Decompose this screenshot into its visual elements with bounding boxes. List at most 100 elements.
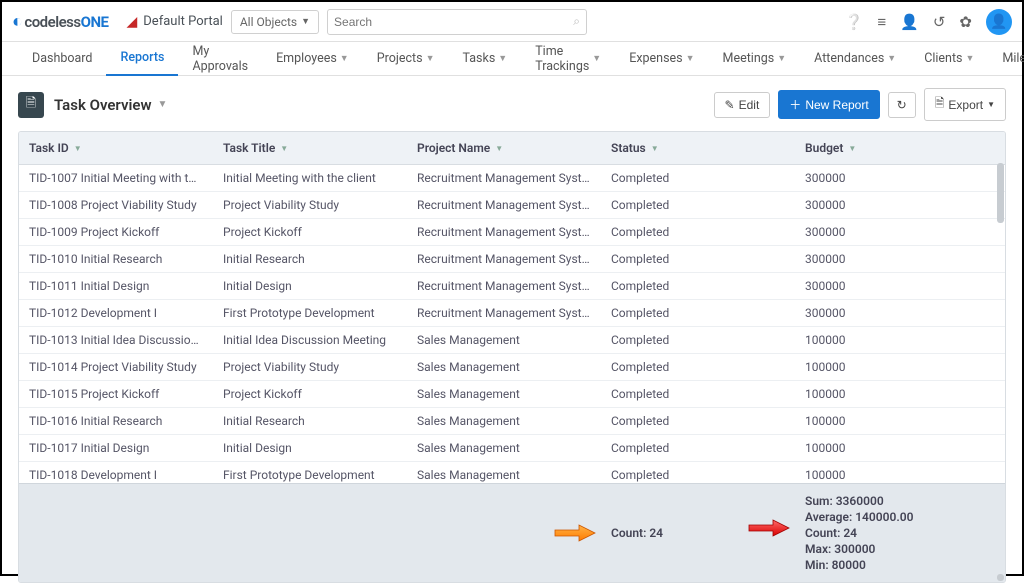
nav-attendances[interactable]: Attendances▼ (800, 42, 910, 76)
arrow-orange-icon (553, 523, 597, 543)
plus-icon: ＋ (789, 96, 801, 113)
export-button[interactable]: 🗎Export▼ (924, 88, 1006, 121)
sort-icon[interactable]: ▼ (651, 144, 659, 153)
td-status: Completed (601, 165, 795, 191)
td-id: TID-1016 Initial Research (19, 408, 213, 434)
pencil-icon: ✎ (725, 98, 735, 112)
table-row[interactable]: TID-1018 Development IFirst Prototype De… (19, 462, 1005, 483)
help-icon[interactable]: ❔ (845, 13, 864, 31)
table-row[interactable]: TID-1017 Initial DesignInitial DesignSal… (19, 435, 1005, 462)
td-budget: 300000 (795, 165, 1005, 191)
nav-label: Time Trackings (535, 44, 589, 74)
refresh-button[interactable]: ↻ (888, 92, 916, 118)
table-body: TID-1007 Initial Meeting with the client… (19, 165, 1005, 483)
th-label: Project Name (417, 141, 490, 155)
td-title: Initial Research (213, 246, 407, 272)
edit-label: Edit (739, 98, 760, 112)
nav-label: Tasks (462, 51, 495, 66)
stat-sum: Sum: 3360000 (805, 494, 995, 508)
td-status: Completed (601, 219, 795, 245)
td-budget: 300000 (795, 246, 1005, 272)
nav-my-approvals[interactable]: My Approvals (178, 42, 262, 76)
table-row[interactable]: TID-1008 Project Viability StudyProject … (19, 192, 1005, 219)
td-title: First Prototype Development (213, 462, 407, 483)
td-budget: 100000 (795, 327, 1005, 353)
scrollbar-thumb[interactable] (997, 163, 1004, 223)
table-row[interactable]: TID-1015 Project KickoffProject KickoffS… (19, 381, 1005, 408)
nav-meetings[interactable]: Meetings▼ (709, 42, 801, 76)
th-budget[interactable]: Budget▼ (795, 132, 1005, 164)
nav-milestones[interactable]: Milestones▼ (988, 42, 1024, 76)
caret-down-icon: ▼ (301, 16, 310, 27)
sort-icon[interactable]: ▼ (280, 144, 288, 153)
caret-down-icon: ▼ (426, 53, 435, 64)
table-row[interactable]: TID-1012 Development IFirst Prototype De… (19, 300, 1005, 327)
objects-dropdown[interactable]: All Objects ▼ (231, 10, 319, 34)
th-status[interactable]: Status ▼ (601, 132, 795, 164)
settings-icon[interactable]: ✿ (959, 13, 972, 31)
page-title-text: Task Overview (54, 96, 152, 114)
new-report-button[interactable]: ＋New Report (778, 90, 879, 119)
table-row[interactable]: TID-1007 Initial Meeting with the client… (19, 165, 1005, 192)
nav-time-trackings[interactable]: Time Trackings▼ (521, 42, 615, 76)
table-row[interactable]: TID-1016 Initial ResearchInitial Researc… (19, 408, 1005, 435)
td-budget: 100000 (795, 354, 1005, 380)
table-row[interactable]: TID-1013 Initial Idea Discussion Meet...… (19, 327, 1005, 354)
th-task-id[interactable]: Task ID▼ (19, 132, 213, 164)
portal-label: Default Portal (143, 14, 223, 29)
table: Task ID▼ Task Title▼ Project Name ▼ Statu… (18, 131, 1006, 583)
td-title: Initial Design (213, 273, 407, 299)
tf-budget: Sum: 3360000 Average: 140000.00 Count: 2… (795, 484, 1005, 582)
td-title: First Prototype Development (213, 300, 407, 326)
nav-employees[interactable]: Employees▼ (262, 42, 363, 76)
th-label: Status (611, 141, 646, 155)
table-row[interactable]: TID-1010 Initial ResearchInitial Researc… (19, 246, 1005, 273)
user-add-icon[interactable]: 👤 (900, 13, 919, 31)
page-title-caret-icon[interactable]: ▼ (158, 99, 168, 110)
nav-tasks[interactable]: Tasks▼ (448, 42, 521, 76)
nav-label: Dashboard (32, 51, 92, 66)
td-project: Recruitment Management System (407, 192, 601, 218)
td-project: Sales Management (407, 435, 601, 461)
edit-button[interactable]: ✎ Edit (714, 92, 771, 118)
nav-clients[interactable]: Clients▼ (910, 42, 988, 76)
td-title: Initial Meeting with the client (213, 165, 407, 191)
sort-icon[interactable]: ▼ (848, 144, 856, 153)
database-icon[interactable]: ≡ (877, 13, 886, 31)
table-row[interactable]: TID-1009 Project KickoffProject KickoffR… (19, 219, 1005, 246)
td-project: Recruitment Management System (407, 219, 601, 245)
search-input[interactable] (334, 15, 573, 29)
stat-min: Min: 80000 (805, 558, 995, 572)
nav-scroll-right-icon[interactable]: › (1010, 52, 1014, 66)
th-project-name[interactable]: Project Name ▼ (407, 132, 601, 164)
nav-expenses[interactable]: Expenses▼ (615, 42, 708, 76)
td-status: Completed (601, 462, 795, 483)
objects-label: All Objects (240, 15, 297, 29)
stat-avg: Average: 140000.00 (805, 510, 995, 524)
nav-dashboard[interactable]: Dashboard (18, 42, 106, 76)
sort-icon[interactable]: ▼ (495, 144, 503, 153)
th-task-title[interactable]: Task Title▼ (213, 132, 407, 164)
portal-selector[interactable]: ◢ Default Portal (126, 14, 222, 30)
status-count: Count: 24 (611, 526, 663, 540)
td-id: TID-1007 Initial Meeting with the client (19, 165, 213, 191)
page-title: Task Overview ▼ (54, 96, 167, 114)
logo-codeless: codeless (24, 13, 80, 31)
history-icon[interactable]: ↺ (933, 13, 946, 31)
nav-reports[interactable]: Reports (106, 42, 178, 76)
sort-icon[interactable]: ▼ (74, 144, 82, 153)
table-row[interactable]: TID-1011 Initial DesignInitial DesignRec… (19, 273, 1005, 300)
table-row[interactable]: TID-1014 Project Viability StudyProject … (19, 354, 1005, 381)
avatar[interactable]: 👤 (986, 9, 1012, 35)
td-status: Completed (601, 192, 795, 218)
logo[interactable]: ◐ codelessONE (12, 11, 108, 32)
td-id: TID-1017 Initial Design (19, 435, 213, 461)
caret-down-icon: ▼ (777, 53, 786, 64)
nav-label: My Approvals (192, 44, 248, 74)
td-id: TID-1013 Initial Idea Discussion Meet... (19, 327, 213, 353)
topbar: ◐ codelessONE ◢ Default Portal All Objec… (2, 2, 1022, 42)
nav-projects[interactable]: Projects▼ (363, 42, 449, 76)
caret-down-icon: ▼ (966, 53, 975, 64)
scrollbar-thumb-bottom[interactable] (997, 574, 1004, 581)
search-box[interactable]: ⌕ (327, 9, 587, 35)
